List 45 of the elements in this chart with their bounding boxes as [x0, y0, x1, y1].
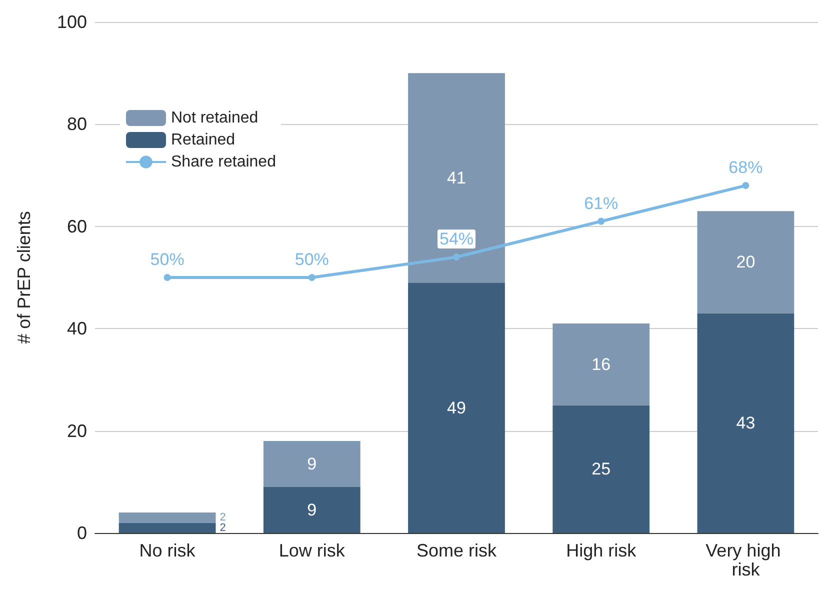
point	[742, 182, 750, 190]
data-label: 54%	[439, 230, 474, 249]
x-tick-label: No risk	[139, 540, 196, 560]
y-tick-label: 60	[66, 216, 87, 236]
data-label: 61%	[584, 194, 618, 213]
data-label: 25	[592, 460, 611, 479]
x-tick-label: Some risk	[416, 540, 498, 560]
data-label: 50%	[150, 250, 184, 269]
data-label: 68%	[728, 158, 763, 178]
y-tick-label: 100	[56, 12, 87, 32]
x-tick-label: Low risk	[278, 540, 346, 560]
data-label: 20	[736, 252, 756, 272]
point	[164, 274, 171, 281]
bar	[697, 211, 794, 314]
y-axis-title: # of PrEP clients	[14, 211, 34, 344]
legend-label: Share retained	[171, 154, 276, 170]
bar	[118, 512, 216, 523]
bar	[552, 405, 650, 533]
data-label: 43	[736, 414, 756, 433]
point	[453, 254, 460, 261]
point	[598, 218, 605, 225]
bar	[408, 73, 505, 283]
data-label: 9	[307, 454, 317, 474]
bar	[408, 282, 505, 533]
point	[308, 274, 316, 281]
x-tick-label: High risk	[566, 540, 638, 560]
data-label: 16	[592, 354, 611, 374]
bar	[118, 522, 216, 533]
data-label: 2	[220, 522, 226, 534]
bar	[552, 323, 650, 406]
bar	[263, 441, 360, 488]
y-tick-label: 0	[76, 523, 87, 543]
y-tick-label: 40	[66, 318, 87, 339]
data-label: 2	[220, 512, 226, 524]
data-label: 41	[447, 168, 466, 188]
data-label: 9	[307, 500, 317, 520]
y-tick-label: 80	[66, 114, 87, 134]
bar	[697, 313, 794, 533]
data-label: 49	[447, 398, 466, 418]
x-tick-label: Very high risk	[706, 540, 786, 580]
legend-label: Retained	[171, 132, 236, 148]
bar	[263, 487, 360, 533]
y-tick-label: 20	[66, 420, 87, 441]
legend-label: Not retained	[171, 110, 258, 126]
data-label: 50%	[294, 250, 329, 269]
